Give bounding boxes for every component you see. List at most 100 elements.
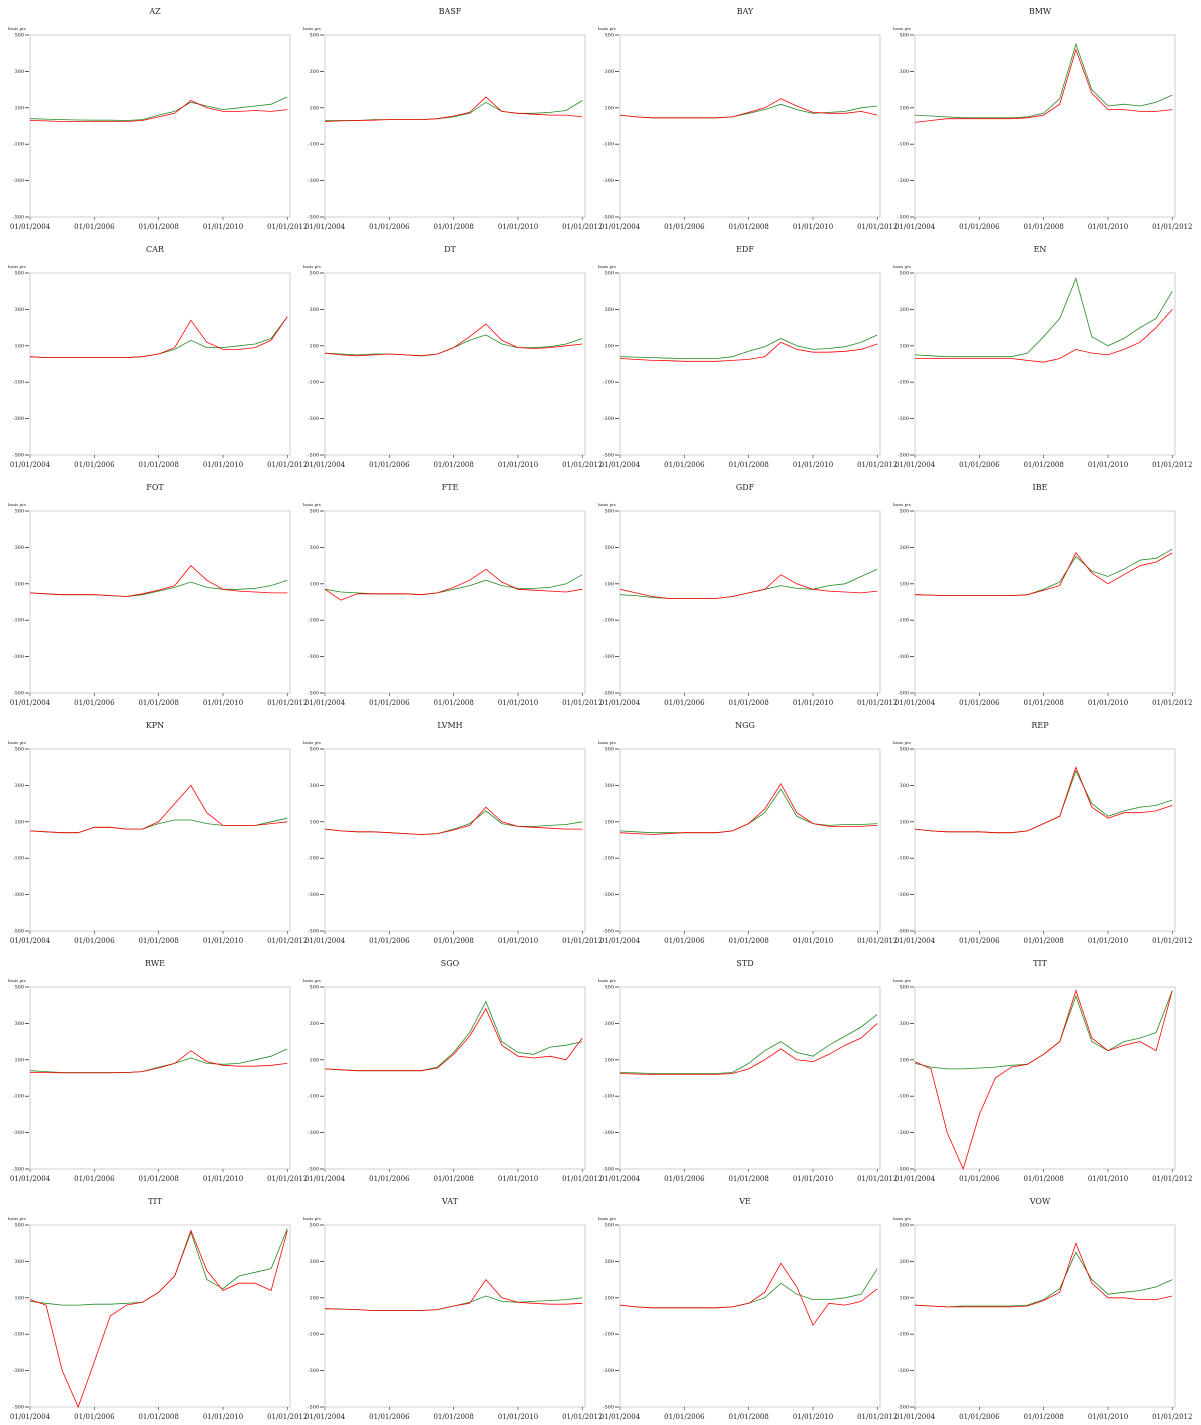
plot-frame	[324, 986, 586, 1170]
y-tick-label: -500	[603, 453, 614, 459]
plot-frame	[29, 510, 291, 694]
series-line	[29, 1228, 288, 1306]
x-tick-label: 01/01/2008	[728, 1175, 768, 1183]
series-line	[324, 1278, 583, 1311]
y-tick-label: -500	[308, 929, 319, 935]
x-tick-label: 01/01/2004	[10, 1413, 51, 1421]
y-tick-label: -500	[898, 1405, 909, 1411]
x-tick-label: 01/01/2012	[562, 1175, 602, 1183]
chart-title: VE	[738, 1197, 751, 1206]
y-axis-label: basis pts	[598, 978, 616, 983]
y-tick-label: 500	[309, 1223, 319, 1229]
y-axis-label: basis pts	[303, 1216, 321, 1221]
x-tick-label: 01/01/2008	[433, 937, 473, 945]
y-axis-label: basis pts	[598, 740, 616, 745]
y-tick-label: -500	[308, 1405, 319, 1411]
y-tick-label: 100	[309, 1057, 319, 1063]
y-tick-label: 100	[899, 343, 909, 349]
plot-frame	[29, 34, 291, 218]
x-tick-label: 01/01/2004	[305, 223, 346, 231]
x-tick-label: 01/01/2004	[895, 699, 936, 707]
chart-title: EDF	[736, 245, 754, 254]
x-tick-label: 01/01/2008	[1023, 699, 1063, 707]
x-tick-label: 01/01/2008	[138, 223, 178, 231]
y-tick-label: 300	[899, 1021, 909, 1027]
y-tick-label: -100	[308, 856, 319, 862]
y-axis-label: basis pts	[893, 740, 911, 745]
y-tick-label: -100	[13, 856, 24, 862]
y-tick-label: -500	[13, 691, 24, 697]
x-tick-label: 01/01/2004	[600, 937, 641, 945]
series-line	[30, 1050, 288, 1074]
x-tick-label: 01/01/2010	[793, 699, 833, 707]
y-tick-label: -300	[898, 1368, 909, 1374]
y-tick-label: -500	[308, 453, 319, 459]
y-tick-label: 100	[14, 343, 24, 349]
x-tick-label: 01/01/2006	[959, 1175, 1000, 1183]
plot-frame	[619, 748, 881, 932]
y-tick-label: -500	[898, 1167, 909, 1173]
x-tick-label: 01/01/2008	[433, 461, 473, 469]
x-tick-label: 01/01/2006	[369, 699, 410, 707]
x-tick-label: 01/01/2006	[74, 699, 115, 707]
series-line	[324, 323, 583, 357]
y-tick-label: -100	[308, 380, 319, 386]
series-line	[324, 1007, 583, 1072]
x-tick-label: 01/01/2012	[562, 1413, 602, 1421]
series-line	[914, 766, 1173, 834]
x-tick-label: 01/01/2008	[138, 699, 178, 707]
x-tick-label: 01/01/2010	[203, 461, 243, 469]
chart-title: FTE	[442, 483, 459, 492]
x-tick-label: 01/01/2012	[857, 1175, 897, 1183]
x-tick-label: 01/01/2008	[138, 1175, 178, 1183]
y-tick-label: -300	[603, 1130, 614, 1136]
plot-frame	[619, 272, 881, 456]
x-tick-label: 01/01/2006	[369, 1175, 410, 1183]
x-tick-label: 01/01/2006	[664, 699, 705, 707]
y-tick-label: 500	[604, 271, 614, 277]
series-line	[324, 1000, 583, 1072]
panel: FOT basis pts -500 -300 -100 100 300 500 01/01/2…	[8, 483, 307, 707]
panel: VE basis pts -500 -300 -100 100 300 500 01/01/20…	[598, 1197, 897, 1421]
x-tick-label: 01/01/2008	[728, 937, 768, 945]
y-tick-label: -300	[308, 1130, 319, 1136]
panel: RWE basis pts -500 -300 -100 100 300 500 01/01/2…	[8, 959, 307, 1183]
series-line	[325, 100, 583, 121]
x-tick-label: 01/01/2008	[433, 223, 473, 231]
x-tick-label: 01/01/2010	[1088, 937, 1128, 945]
y-tick-label: -500	[603, 215, 614, 221]
x-tick-label: 01/01/2008	[728, 461, 768, 469]
chart-title: SGO	[441, 959, 460, 968]
y-tick-label: 100	[899, 581, 909, 587]
y-tick-label: -500	[13, 453, 24, 459]
panel: EDF basis pts -500 -300 -100 100 300 500 01/01/2…	[598, 245, 897, 469]
x-tick-label: 01/01/2008	[728, 223, 768, 231]
y-tick-label: 500	[604, 509, 614, 515]
y-tick-label: 100	[309, 1295, 319, 1301]
y-tick-label: 500	[899, 509, 909, 515]
y-tick-label: -500	[13, 1167, 24, 1173]
y-tick-label: -300	[898, 654, 909, 660]
y-tick-label: -300	[308, 178, 319, 184]
panel: TIT basis pts -500 -300 -100 100 300 500 01/01/2…	[8, 1197, 307, 1421]
plot-frame	[914, 986, 1176, 1170]
plot-frame	[914, 272, 1176, 456]
panel: STD basis pts -500 -300 -100 100 300 500 01/01/2…	[598, 959, 897, 1183]
y-tick-label: 100	[604, 343, 614, 349]
x-tick-label: 01/01/2006	[369, 223, 410, 231]
x-tick-label: 01/01/2004	[305, 1175, 346, 1183]
y-tick-label: -100	[308, 1332, 319, 1338]
y-tick-label: 300	[14, 783, 24, 789]
x-tick-label: 01/01/2004	[10, 223, 51, 231]
series-line	[619, 782, 878, 835]
x-tick-label: 01/01/2012	[562, 223, 602, 231]
y-tick-label: -100	[898, 856, 909, 862]
x-tick-label: 01/01/2008	[728, 699, 768, 707]
y-tick-label: 100	[14, 819, 24, 825]
panel: GDF basis pts -500 -300 -100 100 300 500 01/01/2…	[598, 483, 897, 707]
y-axis-label: basis pts	[893, 26, 911, 31]
y-tick-label: 100	[899, 819, 909, 825]
y-tick-label: -100	[603, 618, 614, 624]
plot-frame	[619, 34, 881, 218]
series-line	[914, 552, 1173, 596]
